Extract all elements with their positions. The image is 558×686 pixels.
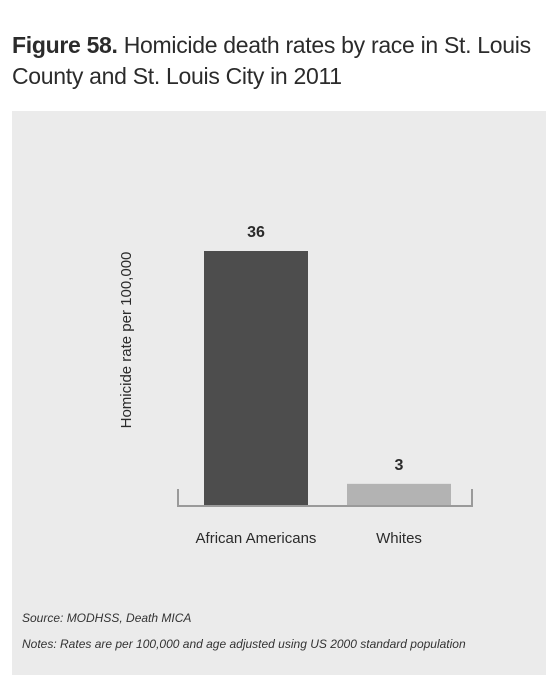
data-label: 36	[247, 224, 265, 241]
category-label: Whites	[376, 530, 422, 547]
source-note: Source: MODHSS, Death MICA	[22, 611, 192, 625]
figure-label: Figure 58.	[12, 32, 118, 58]
data-label: 3	[395, 457, 404, 474]
bar-chart: Homicide rate per 100,000 36 African Amer…	[118, 224, 473, 547]
category-label: African Americans	[196, 530, 317, 547]
figure-caption: Homicide death rates by race in St. Loui…	[12, 32, 531, 89]
notes-footnote: Notes: Rates are per 100,000 and age adj…	[22, 637, 466, 651]
chart-panel: Homicide rate per 100,000 36 African Amer…	[12, 111, 546, 675]
figure-title: Figure 58. Homicide death rates by race …	[12, 30, 542, 92]
bar-african-americans	[204, 251, 308, 505]
bars-group: 36 African Americans 3 Whites	[196, 224, 451, 547]
x-axis-line	[177, 489, 473, 507]
bar-whites	[347, 483, 451, 505]
y-axis-label: Homicide rate per 100,000	[118, 252, 135, 429]
